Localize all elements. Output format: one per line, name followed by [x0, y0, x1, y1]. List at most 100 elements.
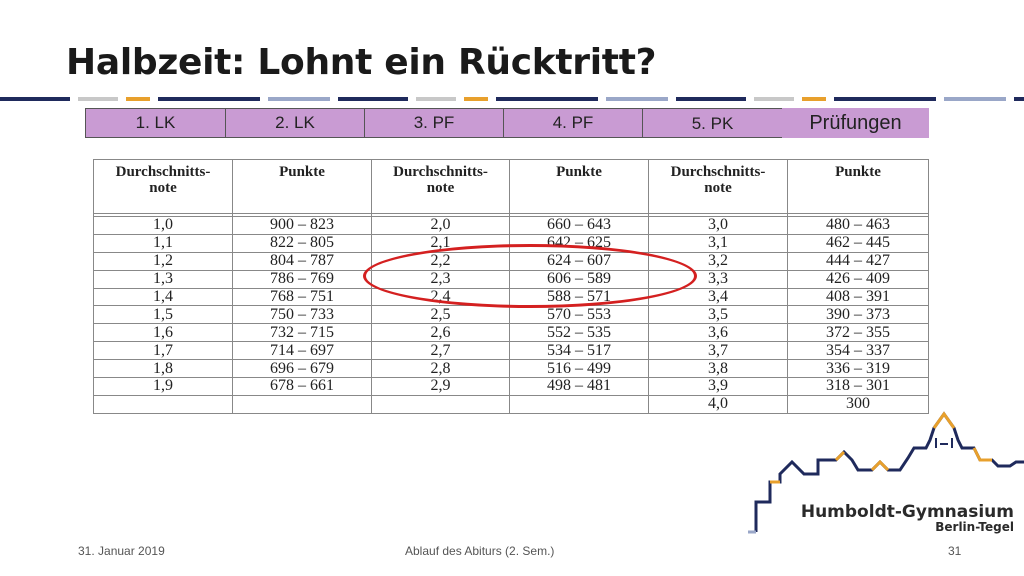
- table-body: 1,0 900 – 823 2,0 660 – 643 3,0 480 – 463 1,1 8…: [93, 213, 929, 414]
- table-cell: 3,9: [648, 377, 788, 396]
- table-cell: 804 – 787: [232, 251, 372, 271]
- table-cell: 3,6: [648, 323, 788, 343]
- tab-pruefungen: Prüfungen: [782, 108, 929, 138]
- header-note-3: Durchschnitts-note: [648, 159, 788, 214]
- footer-date: 31. Januar 2019: [78, 544, 165, 558]
- header-note-1: Durchschnitts-note: [93, 159, 233, 214]
- table-cell: 390 – 373: [787, 305, 929, 325]
- table-cell: 714 – 697: [232, 341, 372, 361]
- table-cell: 3,3: [648, 269, 788, 289]
- table-row: 1,6 732 – 715 2,6 552 – 535 3,6 372 – 355: [93, 323, 929, 343]
- table-cell: 1,9: [93, 377, 233, 396]
- table-cell: 1,5: [93, 305, 233, 325]
- table-row: 1,2 804 – 787 2,2 624 – 607 3,2 444 – 427: [93, 251, 929, 271]
- table-cell: 2,5: [371, 305, 510, 325]
- table-cell: 516 – 499: [509, 359, 649, 379]
- table-cell: 552 – 535: [509, 323, 649, 343]
- school-skyline-logo: [748, 411, 1024, 534]
- table-cell: [93, 394, 233, 414]
- table-cell: 1,0: [93, 216, 233, 235]
- table-cell: 642 – 625: [509, 233, 649, 253]
- table-cell: 4,0: [648, 394, 788, 414]
- header-note-3-line1: Durchschnitts-: [670, 164, 766, 180]
- grade-points-table: Durchschnitts-note Punkte Durchschnitts-…: [93, 159, 929, 414]
- table-cell: 768 – 751: [232, 287, 372, 307]
- table-cell: 1,1: [93, 233, 233, 253]
- table-cell: [371, 394, 510, 414]
- table-cell: 624 – 607: [509, 251, 649, 271]
- table-cell: 534 – 517: [509, 341, 649, 361]
- table-cell: 3,5: [648, 305, 788, 325]
- table-cell: 696 – 679: [232, 359, 372, 379]
- table-cell: 408 – 391: [787, 287, 929, 307]
- table-row: 1,4 768 – 751 2,4 588 – 571 3,4 408 – 391: [93, 287, 929, 307]
- header-note-1-line1: Durchschnitts-: [115, 164, 211, 180]
- table-row: 1,3 786 – 769 2,3 606 – 589 3,3 426 – 409: [93, 269, 929, 289]
- table-cell: [232, 394, 372, 414]
- table-spacer-row: [93, 213, 929, 217]
- table-cell: 606 – 589: [509, 269, 649, 289]
- table-row: 1,1 822 – 805 2,1 642 – 625 3,1 462 – 445: [93, 233, 929, 253]
- header-note-2-line1: Durchschnitts-: [393, 164, 488, 180]
- table-cell: 900 – 823: [232, 216, 372, 235]
- table-cell: 2,3: [371, 269, 510, 289]
- table-cell: 2,8: [371, 359, 510, 379]
- table-cell: 3,7: [648, 341, 788, 361]
- table-cell: 1,3: [93, 269, 233, 289]
- table-cell: 588 – 571: [509, 287, 649, 307]
- table-cell: 1,6: [93, 323, 233, 343]
- header-note-1-line2: note: [149, 180, 177, 196]
- header-note-2: Durchschnitts-note: [371, 159, 510, 214]
- table-cell: 570 – 553: [509, 305, 649, 325]
- slide-title: Halbzeit: Lohnt ein Rücktritt?: [66, 42, 657, 83]
- page-number: 31: [948, 544, 962, 558]
- table-cell: 678 – 661: [232, 377, 372, 396]
- table-cell: 1,4: [93, 287, 233, 307]
- tab-4-pf: 4. PF: [503, 108, 643, 138]
- table-cell: 2,7: [371, 341, 510, 361]
- header-note-3-line2: note: [704, 180, 732, 196]
- table-cell: 3,8: [648, 359, 788, 379]
- table-cell: 1,7: [93, 341, 233, 361]
- tab-5-pk: 5. PK: [642, 108, 783, 138]
- table-cell: 426 – 409: [787, 269, 929, 289]
- header-punkte-2: Punkte: [509, 159, 649, 214]
- table-row: 1,9 678 – 661 2,9 498 – 481 3,9 318 – 301: [93, 377, 929, 396]
- table-cell: 2,1: [371, 233, 510, 253]
- table-cell: 3,2: [648, 251, 788, 271]
- table-cell: 318 – 301: [787, 377, 929, 396]
- table-cell: 3,1: [648, 233, 788, 253]
- table-cell: 3,0: [648, 216, 788, 235]
- spacer-cell: [787, 213, 929, 217]
- table-cell: 444 – 427: [787, 251, 929, 271]
- tab-2-lk: 2. LK: [225, 108, 365, 138]
- table-row: 1,8 696 – 679 2,8 516 – 499 3,8 336 – 319: [93, 359, 929, 379]
- tab-1-lk: 1. LK: [85, 108, 226, 138]
- table-cell: 660 – 643: [509, 216, 649, 235]
- table-cell: 732 – 715: [232, 323, 372, 343]
- table-cell: 3,4: [648, 287, 788, 307]
- table-cell: 498 – 481: [509, 377, 649, 396]
- table-cell: 336 – 319: [787, 359, 929, 379]
- table-cell: 2,6: [371, 323, 510, 343]
- table-cell: 2,2: [371, 251, 510, 271]
- grade-points-table-wrap: Durchschnitts-note Punkte Durchschnitts-…: [93, 159, 929, 414]
- table-cell: 1,2: [93, 251, 233, 271]
- table-cell: 750 – 733: [232, 305, 372, 325]
- table-cell: 462 – 445: [787, 233, 929, 253]
- table-cell: 786 – 769: [232, 269, 372, 289]
- table-cell: 354 – 337: [787, 341, 929, 361]
- header-punkte-1: Punkte: [232, 159, 372, 214]
- table-row: 4,0 300: [93, 394, 929, 414]
- table-cell: [509, 394, 649, 414]
- header-note-2-line2: note: [426, 180, 455, 196]
- table-cell: 822 – 805: [232, 233, 372, 253]
- table-cell: 2,0: [371, 216, 510, 235]
- table-row: 1,5 750 – 733 2,5 570 – 553 3,5 390 – 373: [93, 305, 929, 325]
- table-cell: 2,9: [371, 377, 510, 396]
- table-cell: 2,4: [371, 287, 510, 307]
- exam-tab-strip: 1. LK 2. LK 3. PF 4. PF 5. PK Prüfungen: [85, 108, 929, 139]
- footer-title: Ablauf des Abiturs (2. Sem.): [405, 544, 555, 558]
- table-row: 1,0 900 – 823 2,0 660 – 643 3,0 480 – 463: [93, 216, 929, 235]
- table-cell: 300: [787, 394, 929, 414]
